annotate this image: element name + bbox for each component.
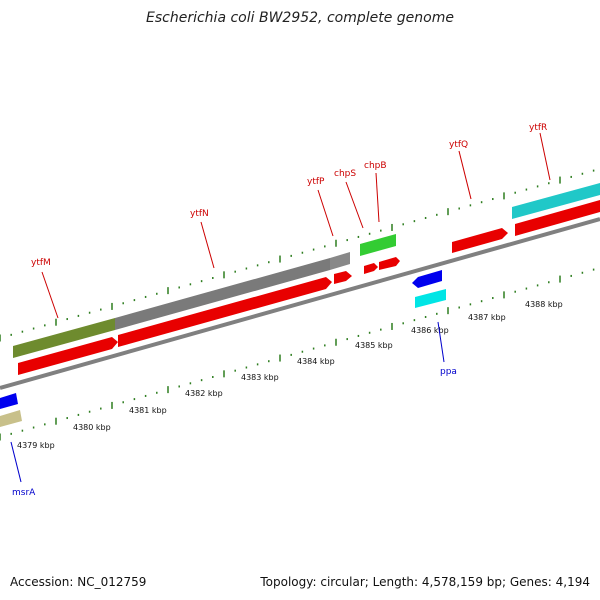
accession-text: Accession: NC_012759	[10, 575, 147, 589]
cds-ytfP	[334, 271, 352, 284]
gene-label-ppa: ppa	[440, 367, 457, 377]
gene-label-ytfQ: ytfQ	[449, 140, 468, 150]
feature-chpB	[360, 234, 396, 256]
page-title: Escherichia coli BW2952, complete genome	[146, 10, 454, 26]
kbp-label: 4384 kbp	[297, 357, 335, 366]
feature-ppa-bottom	[415, 289, 446, 308]
kbp-label: 4385 kbp	[355, 341, 393, 350]
cds-chpB	[379, 257, 400, 270]
forward-gene-labels: ytfM ytfN ytfP chpS chpB ytfQ ytfR	[31, 123, 551, 319]
forward-features	[13, 183, 600, 375]
cds-ytfQ	[452, 228, 508, 253]
reverse-gene-labels: ppa msrA	[10, 321, 457, 498]
topology-stats: Topology: circular; Length: 4,578,159 bp…	[260, 575, 590, 589]
kbp-label: 4386 kbp	[411, 326, 449, 335]
gene-label-chpS: chpS	[334, 169, 356, 179]
feature-ytfP	[330, 252, 350, 270]
cds-ytfN	[118, 277, 332, 347]
kbp-label: 4387 kbp	[468, 313, 506, 322]
gene-label-msrA: msrA	[12, 488, 36, 498]
gene-label-ytfN: ytfN	[190, 209, 209, 219]
gene-label-ytfP: ytfP	[307, 177, 325, 187]
feature-msrA-top	[0, 393, 18, 409]
kbp-label: 4381 kbp	[129, 406, 167, 415]
feature-ytfN	[115, 258, 330, 330]
feature-ytfR	[512, 183, 600, 219]
tick-marks	[0, 169, 595, 441]
cds-ytfR	[515, 200, 600, 236]
kbp-label: 4379 kbp	[17, 441, 55, 450]
kbp-labels: 4379 kbp 4380 kbp 4381 kbp 4382 kbp 4383…	[17, 300, 563, 450]
kbp-label: 4380 kbp	[73, 423, 111, 432]
feature-ytfM	[13, 318, 115, 358]
gene-label-ytfM: ytfM	[31, 258, 51, 268]
kbp-label: 4383 kbp	[241, 373, 279, 382]
feature-msrA-bottom	[0, 410, 22, 427]
kbp-label: 4382 kbp	[185, 389, 223, 398]
reverse-features	[0, 270, 446, 427]
gene-label-chpB: chpB	[364, 161, 387, 171]
backbone	[0, 217, 600, 390]
gene-label-ytfR: ytfR	[529, 123, 547, 133]
kbp-label: 4388 kbp	[525, 300, 563, 309]
feature-ppa-top	[412, 270, 442, 288]
cds-chpS	[364, 263, 378, 274]
cds-ytfM	[18, 337, 118, 375]
